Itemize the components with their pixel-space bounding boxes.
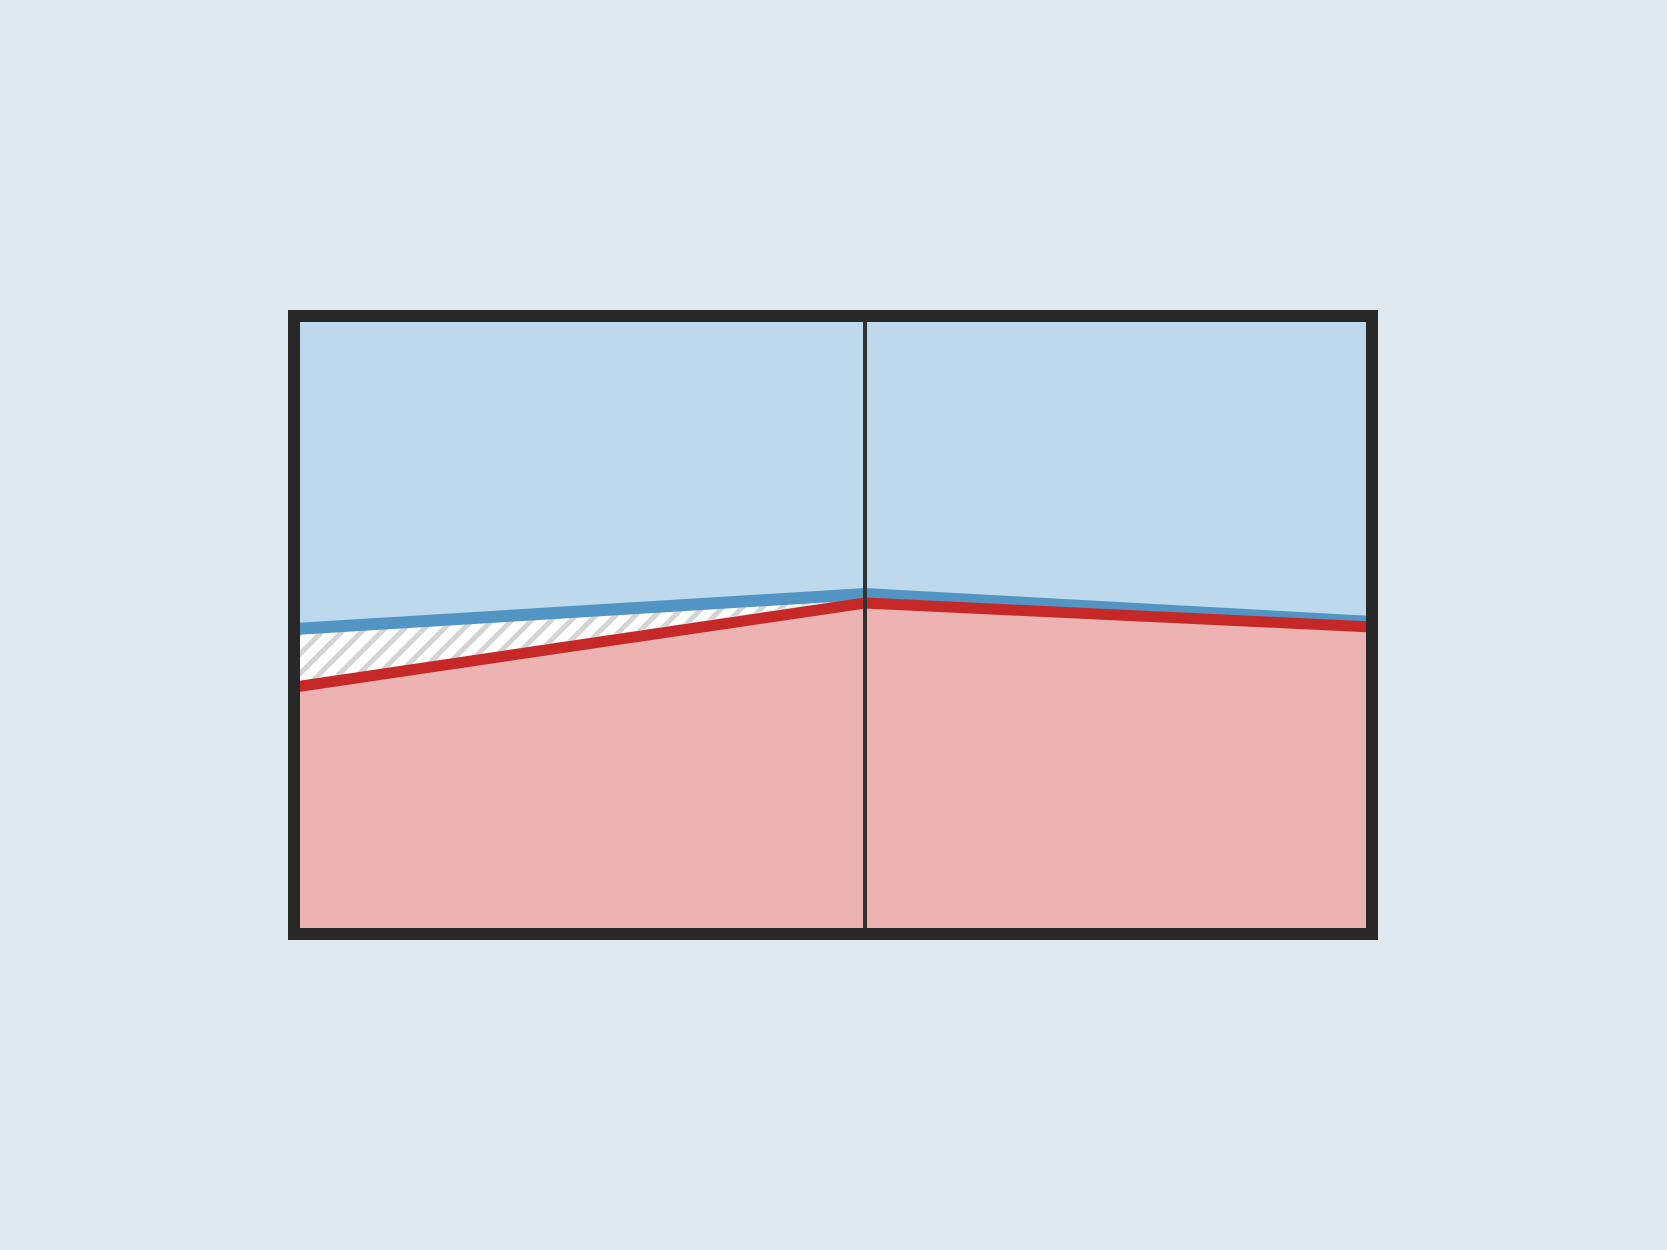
upper-region bbox=[295, 318, 1372, 624]
outer-frame bbox=[288, 310, 1378, 940]
lower-region bbox=[295, 605, 1372, 934]
